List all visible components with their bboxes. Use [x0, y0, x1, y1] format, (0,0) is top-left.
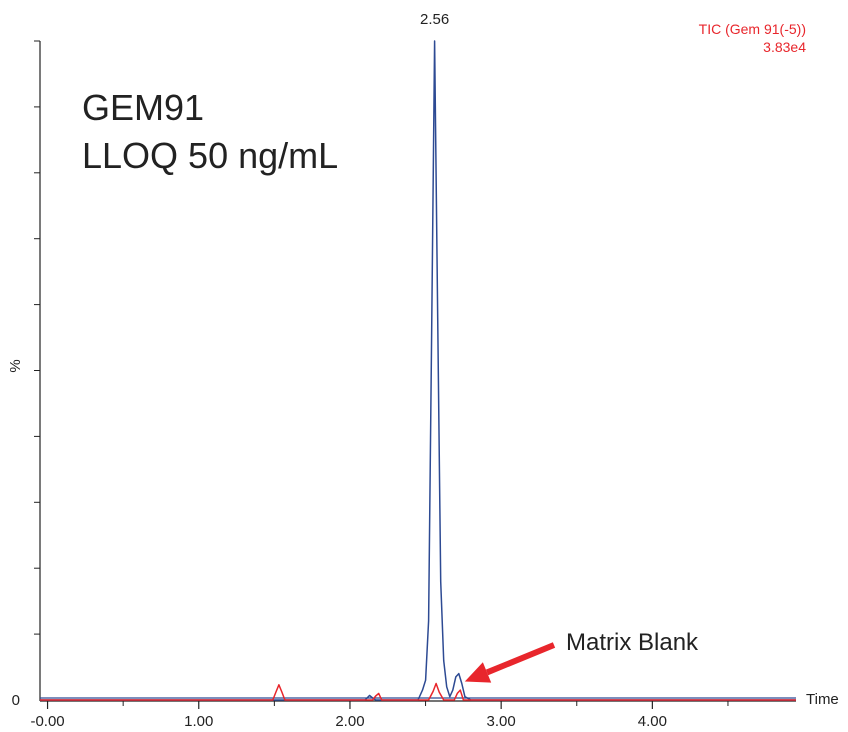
peak-label: 2.56: [420, 11, 449, 28]
chart-title: GEM91: [82, 87, 204, 128]
x-tick-label: 3.00: [487, 713, 516, 730]
y-axis-label: %: [7, 359, 24, 372]
matrix-blank-annotation: Matrix Blank: [464, 629, 699, 683]
x-axis-label: Time: [806, 691, 839, 708]
annotation-label: Matrix Blank: [566, 629, 699, 656]
trace-intensity: 3.83e4: [763, 39, 806, 55]
series-line-2: [40, 682, 796, 701]
series-group: [40, 40, 796, 701]
annotation-arrow-head: [464, 662, 492, 683]
trace-name: TIC (Gem 91(-5)): [699, 21, 806, 37]
x-tick-label: 4.00: [638, 713, 667, 730]
y-tick-label: 0: [12, 692, 20, 709]
x-tick-label: -0.00: [30, 713, 64, 730]
x-tick-label: 2.00: [335, 713, 364, 730]
x-ticks: -0.00 1.00 2.00 3.00 4.00: [30, 701, 729, 730]
x-tick-label: 1.00: [184, 713, 213, 730]
series-line-1: [40, 40, 796, 701]
annotation-arrow-shaft: [485, 642, 556, 676]
chart-subtitle: LLOQ 50 ng/mL: [82, 135, 338, 176]
y-ticks: 0: [12, 40, 40, 709]
